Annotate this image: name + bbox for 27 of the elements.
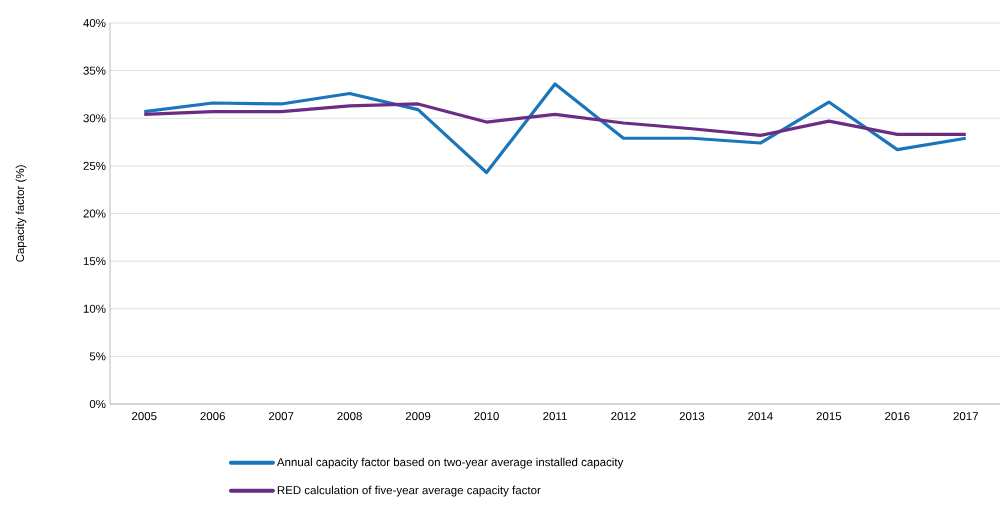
x-tick-label: 2009 <box>405 412 431 421</box>
y-tick-label: 5% <box>89 352 106 361</box>
x-tick-label: 2006 <box>200 412 225 421</box>
x-tick-label: 2017 <box>953 412 978 421</box>
line-series <box>142 102 968 137</box>
x-tick-label: 2005 <box>132 412 157 421</box>
x-tick-label: 2007 <box>268 412 294 421</box>
x-tick-label: 2010 <box>474 412 499 421</box>
y-tick-label: 40% <box>83 18 106 28</box>
y-tick-label: 25% <box>83 161 106 170</box>
y-tick-label: 10% <box>83 304 106 313</box>
x-tick-label: 2013 <box>679 412 705 421</box>
x-tick-label: 2015 <box>816 412 842 421</box>
y-tick-label: 20% <box>83 209 106 218</box>
line-series <box>142 82 968 175</box>
legend-label: RED calculation of five-year average capacity factor <box>277 485 541 497</box>
y-tick-label: 0% <box>89 399 106 409</box>
y-axis-title: Capacity factor (%) <box>15 165 27 262</box>
x-tick-label: 2014 <box>748 412 773 421</box>
legend-label: Annual capacity factor based on two-year average installed capacity <box>276 457 624 469</box>
y-tick-label: 15% <box>83 257 106 266</box>
y-tick-label: 30% <box>83 114 106 123</box>
x-tick-label: 2011 <box>543 412 567 421</box>
x-tick-label: 2016 <box>885 412 910 421</box>
x-tick-label: 2012 <box>611 412 636 421</box>
y-tick-label: 35% <box>83 66 106 75</box>
x-tick-label: 2008 <box>337 412 362 421</box>
